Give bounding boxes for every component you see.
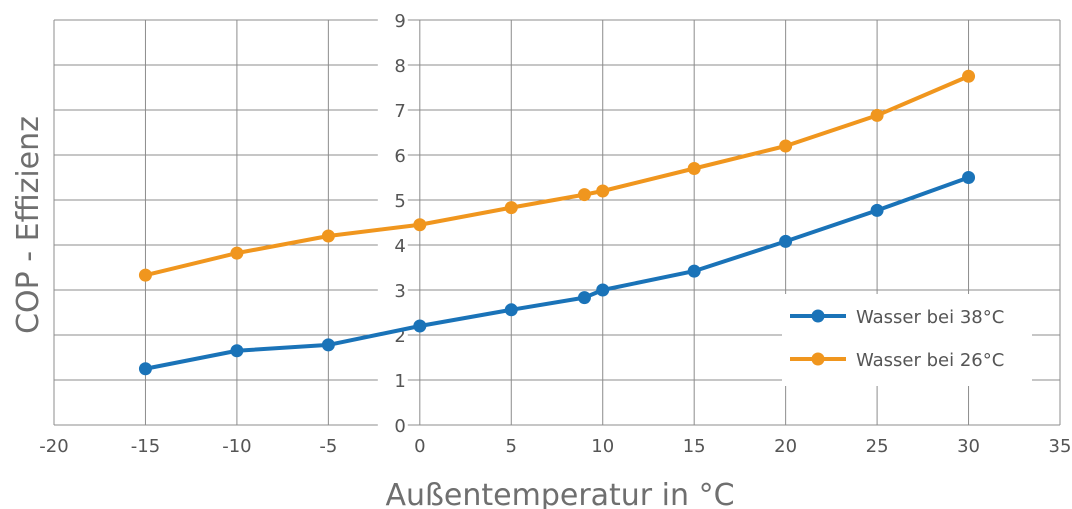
x-tick-label: 0 xyxy=(414,436,425,457)
x-tick-label: -15 xyxy=(131,436,160,457)
data-point xyxy=(779,139,793,153)
y-tick-label: 2 xyxy=(394,326,405,347)
x-tick-label: -10 xyxy=(222,436,251,457)
data-point xyxy=(577,188,591,202)
x-axis-title: Außentemperatur in °C xyxy=(385,478,734,509)
y-tick-label: 7 xyxy=(394,101,405,122)
y-tick-bg xyxy=(377,280,408,300)
data-point xyxy=(687,264,701,278)
y-tick-label: 9 xyxy=(394,11,405,32)
data-point xyxy=(596,283,610,297)
data-point xyxy=(321,338,335,352)
data-point xyxy=(413,218,427,232)
legend-background xyxy=(782,294,1032,386)
data-point xyxy=(962,69,976,83)
data-point xyxy=(962,171,976,184)
x-tick-label: 20 xyxy=(774,436,797,457)
x-tick-label: 25 xyxy=(866,436,889,457)
data-point xyxy=(230,344,244,358)
x-tick-label: 10 xyxy=(591,436,614,457)
legend-swatch-marker xyxy=(811,352,825,366)
data-point xyxy=(596,184,610,198)
series-2 xyxy=(138,69,976,282)
y-tick-bg xyxy=(377,55,408,75)
data-point xyxy=(870,203,884,217)
x-tick-label: 30 xyxy=(957,436,980,457)
legend: Wasser bei 38°C Wasser bei 26°C xyxy=(782,294,1032,386)
y-tick-label: 4 xyxy=(394,236,405,257)
data-point xyxy=(504,303,518,317)
legend-label: Wasser bei 38°C xyxy=(856,307,1004,328)
y-tick-bg xyxy=(377,190,408,210)
data-point xyxy=(504,201,518,215)
legend-swatch-marker xyxy=(811,309,825,323)
x-tick-label: -20 xyxy=(39,436,68,457)
data-point xyxy=(138,362,152,376)
y-tick-bg xyxy=(377,145,408,165)
y-tick-label: 3 xyxy=(394,281,405,302)
data-point xyxy=(687,162,701,175)
y-tick-bg xyxy=(377,235,408,255)
y-tick-label: 8 xyxy=(394,56,405,77)
data-point xyxy=(870,108,884,122)
data-point xyxy=(577,291,591,305)
legend-label: Wasser bei 26°C xyxy=(856,350,1004,371)
data-point xyxy=(321,229,335,243)
y-tick-bg xyxy=(377,100,408,120)
x-tick-label: 5 xyxy=(506,436,517,457)
x-tick-label: 35 xyxy=(1049,436,1072,457)
data-series xyxy=(138,69,976,376)
data-point xyxy=(138,268,152,282)
legend-item: Wasser bei 38°C xyxy=(790,307,1004,328)
x-tick-label: 15 xyxy=(683,436,706,457)
data-point xyxy=(413,319,427,333)
data-point xyxy=(230,246,244,260)
y-tick-bg xyxy=(377,10,408,30)
x-tick-labels: -20 -15 -10 -5 0 5 10 15 20 25 30 35 xyxy=(39,436,1071,457)
series-1 xyxy=(138,171,976,376)
x-tick-label: -5 xyxy=(319,436,337,457)
y-tick-bg xyxy=(377,370,408,390)
y-tick-label: 6 xyxy=(394,146,405,167)
y-tick-labels: 0 1 2 3 4 5 6 7 8 9 xyxy=(377,10,408,437)
y-axis-title: COP - Effizienz xyxy=(11,116,46,334)
data-point xyxy=(779,234,793,248)
y-tick-label: 1 xyxy=(394,371,405,392)
legend-item: Wasser bei 26°C xyxy=(790,350,1004,371)
y-tick-label: 0 xyxy=(394,416,405,437)
y-tick-bg xyxy=(377,415,408,435)
y-tick-label: 5 xyxy=(394,191,405,212)
